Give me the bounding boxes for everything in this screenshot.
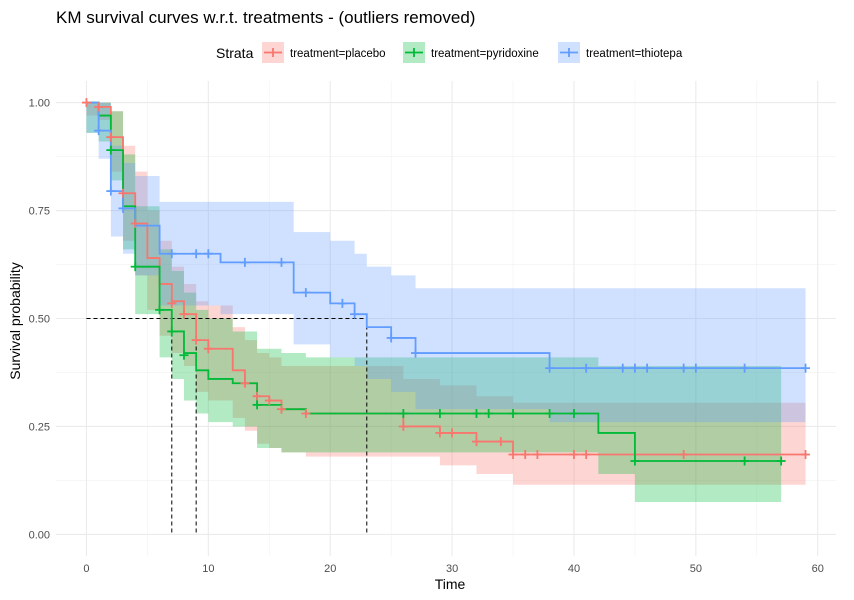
censor-mark — [167, 249, 177, 259]
y-tick-label: 0.00 — [29, 529, 50, 541]
y-axis-ticks: 0.00 0.25 0.50 0.75 1.00 — [29, 98, 50, 542]
legend-label: treatment=pyridoxine — [431, 48, 539, 60]
x-tick-label: 0 — [83, 563, 89, 575]
y-axis-label: Survival probability — [7, 262, 23, 380]
y-tick-label: 0.50 — [29, 314, 50, 326]
censor-marks — [81, 98, 811, 466]
censor-mark — [679, 363, 689, 373]
x-axis-label: Time — [435, 576, 466, 592]
x-tick-label: 60 — [812, 563, 824, 575]
censor-mark — [801, 363, 811, 373]
censor-mark — [398, 421, 408, 431]
censor-mark — [130, 219, 140, 228]
censor-mark — [118, 203, 128, 213]
legend-label: treatment=placebo — [290, 48, 386, 60]
censor-mark — [740, 363, 750, 373]
censor-mark — [581, 363, 591, 373]
censor-mark — [691, 363, 701, 373]
survival-curve-2 — [86, 101, 806, 370]
x-tick-label: 10 — [202, 563, 214, 575]
censor-mark — [301, 288, 311, 298]
x-tick-label: 30 — [446, 563, 458, 575]
legend-item-2: treatment=thiotepa — [558, 42, 683, 63]
censor-mark — [106, 145, 116, 155]
x-axis-ticks: 0 10 20 30 40 50 60 — [83, 563, 823, 575]
censor-mark — [106, 132, 116, 142]
censor-mark — [118, 188, 128, 198]
censor-mark — [264, 396, 274, 406]
ci-band-2 — [86, 102, 806, 423]
censor-mark — [203, 249, 213, 259]
legend-item-0: treatment=placebo — [262, 42, 386, 63]
y-tick-label: 1.00 — [29, 98, 50, 110]
censor-mark — [240, 378, 250, 388]
censor-mark — [106, 186, 116, 196]
censor-mark — [776, 456, 786, 466]
censor-mark — [569, 409, 579, 418]
censor-mark — [508, 450, 518, 460]
censor-mark — [179, 350, 189, 360]
censor-mark — [191, 335, 201, 345]
censor-mark — [276, 404, 286, 414]
ci-band-1 — [86, 102, 782, 503]
legend-item-1: treatment=pyridoxine — [403, 42, 539, 63]
censor-mark — [386, 333, 396, 343]
plot-panel — [56, 81, 836, 556]
censor-mark — [301, 409, 311, 418]
censor-mark — [532, 450, 542, 460]
censor-mark — [81, 98, 91, 108]
censor-mark — [508, 409, 518, 418]
censor-mark — [435, 409, 445, 418]
censor-mark — [545, 409, 555, 418]
censor-mark — [642, 363, 652, 373]
censor-mark — [276, 257, 286, 267]
censor-mark — [411, 348, 421, 358]
censor-mark — [569, 450, 579, 460]
legend-label: treatment=thiotepa — [586, 48, 683, 60]
censor-mark — [130, 262, 140, 272]
censor-mark — [435, 428, 445, 438]
censor-mark — [155, 305, 165, 315]
censor-mark — [630, 456, 640, 466]
censor-mark — [398, 409, 408, 418]
chart-title: KM survival curves w.r.t. treatments - (… — [56, 8, 475, 27]
censor-mark — [484, 409, 494, 418]
censor-mark — [447, 428, 457, 438]
censor-mark — [203, 344, 213, 354]
censor-mark — [618, 363, 628, 373]
censor-mark — [191, 249, 201, 259]
y-tick-label: 0.75 — [29, 206, 50, 218]
legend-title: Strata — [216, 45, 254, 61]
censor-mark — [252, 391, 262, 401]
censor-mark — [581, 450, 591, 460]
y-tick-label: 0.25 — [29, 421, 50, 433]
censor-mark — [740, 456, 750, 466]
censor-mark — [94, 126, 104, 136]
censor-mark — [179, 309, 189, 319]
legend-items: treatment=placebo treatment=pyridoxine tre… — [262, 42, 683, 63]
censor-mark — [471, 437, 481, 447]
censor-mark — [471, 409, 481, 418]
censor-mark — [520, 450, 530, 460]
censor-mark — [167, 326, 177, 336]
censor-mark — [94, 102, 104, 112]
ci-band-0 — [86, 102, 806, 485]
survival-curve-1 — [86, 101, 782, 462]
censor-mark — [630, 363, 640, 373]
legend: Strata treatment=placebo treatment=pyrido… — [216, 42, 683, 63]
censor-mark — [545, 363, 555, 373]
x-tick-label: 20 — [324, 563, 336, 575]
x-tick-label: 50 — [690, 563, 702, 575]
censor-mark — [240, 257, 250, 267]
confidence-bands — [86, 102, 806, 503]
censor-mark — [350, 309, 360, 319]
censor-mark — [801, 450, 811, 460]
censor-mark — [337, 298, 347, 308]
censor-mark — [252, 400, 262, 410]
censor-mark — [167, 298, 177, 308]
censor-mark — [679, 450, 689, 460]
x-tick-label: 40 — [568, 563, 580, 575]
censor-mark — [496, 437, 506, 447]
